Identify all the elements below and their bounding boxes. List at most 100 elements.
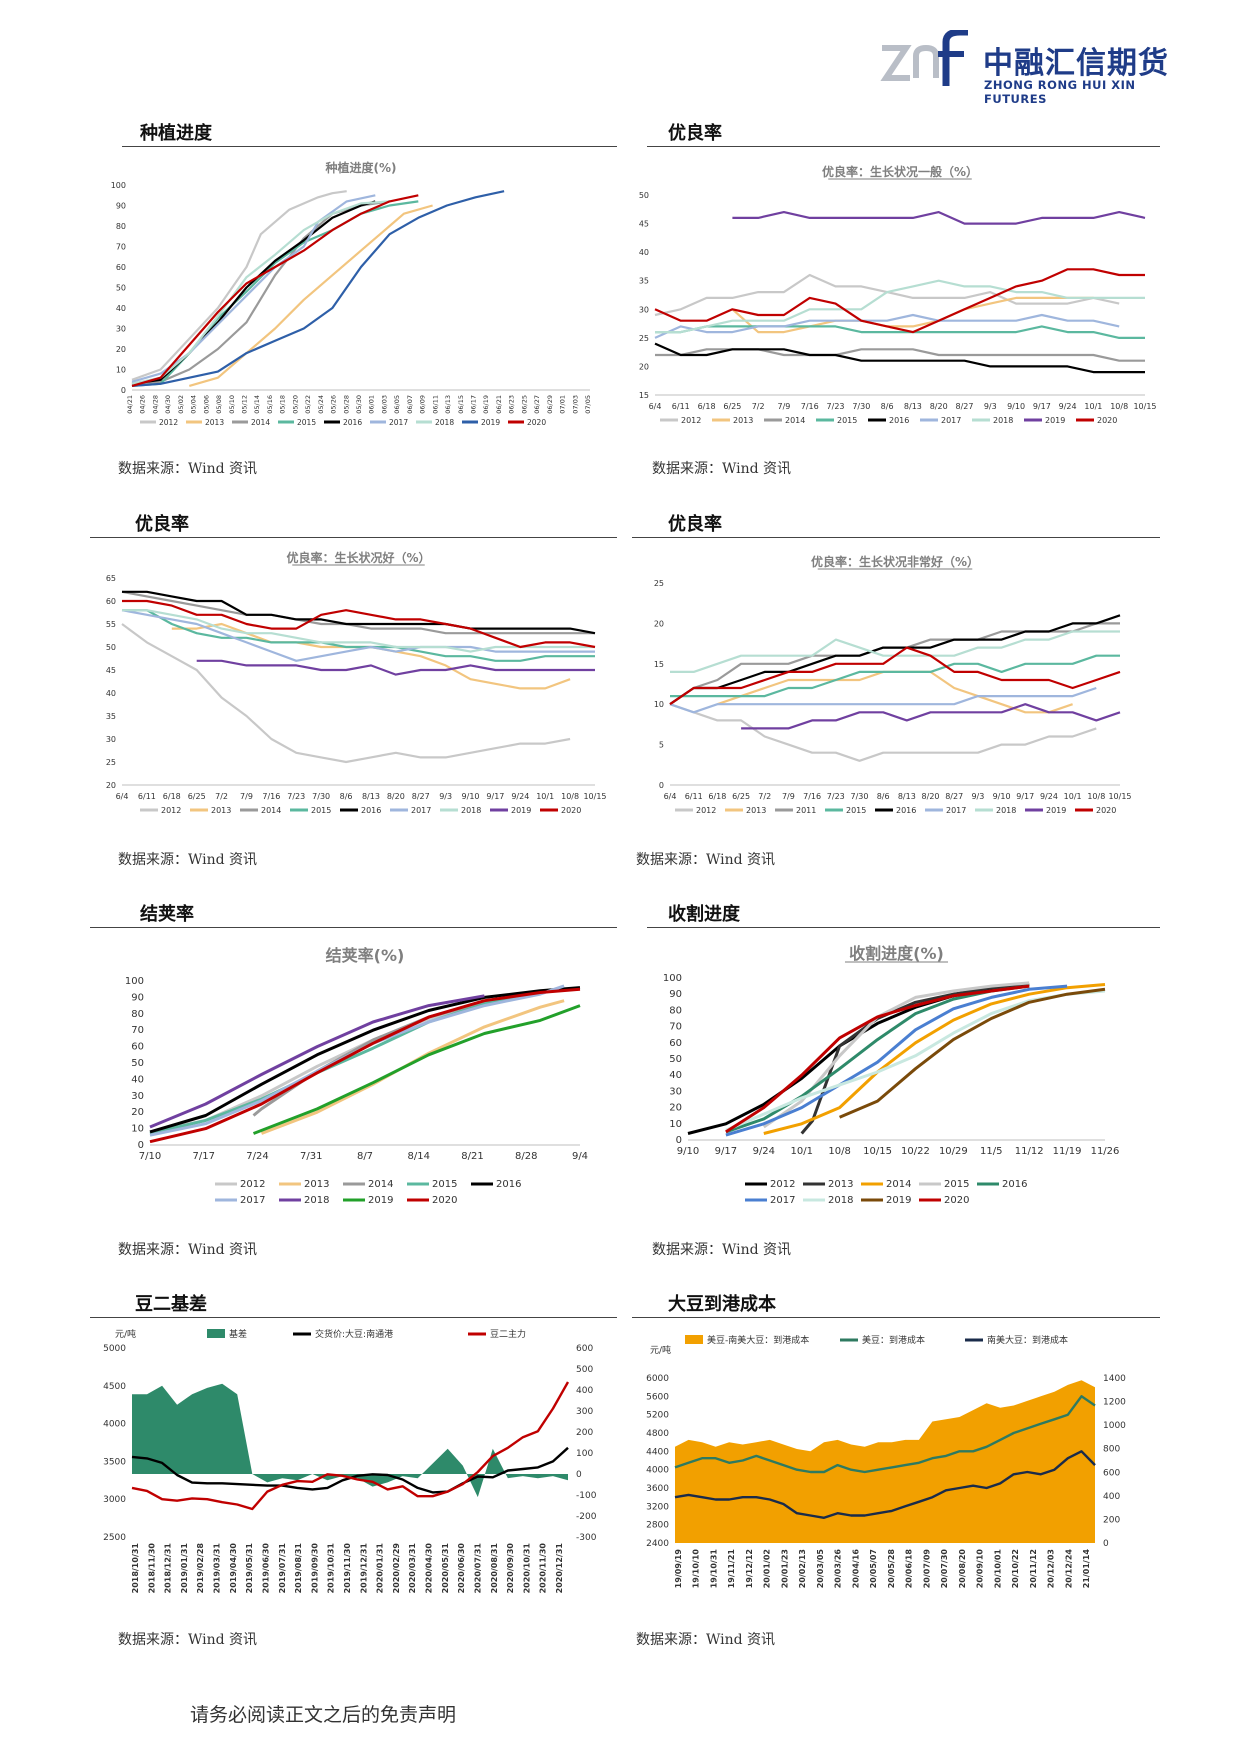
heading-good-rate-2: 优良率	[135, 514, 189, 535]
x-tick-label: 9/3	[984, 402, 997, 411]
legend-label: 2018	[996, 806, 1016, 815]
y-tick-label: 50	[669, 1054, 682, 1065]
legend-label: 2016	[1002, 1179, 1027, 1190]
series-line-2017	[669, 686, 1097, 714]
y-tick-label: 10	[131, 1124, 144, 1135]
x-tick-label: 9/10	[1007, 402, 1025, 411]
x-tick-label: 05/18	[279, 395, 287, 414]
heading-pod-setting: 结荚率	[140, 904, 194, 925]
x-tick-label: 04/21	[126, 395, 134, 414]
right-tick-label: 500	[576, 1365, 593, 1375]
legend-label: 2014	[261, 806, 281, 815]
legend-label: 2017	[770, 1195, 795, 1206]
series-line-2018	[655, 279, 1145, 334]
left-tick-label: 5200	[646, 1411, 669, 1421]
x-tick-label: 8/20	[387, 792, 405, 801]
y-tick-label: 30	[116, 325, 126, 334]
legend-label: 2013	[733, 416, 753, 425]
x-tick-label: 7/31	[300, 1151, 322, 1162]
legend-label: 2016	[496, 1179, 521, 1190]
source-note: 数据来源：Wind 资讯	[118, 461, 258, 477]
right-tick-label: 600	[576, 1344, 593, 1354]
y-tick-label: 40	[116, 304, 126, 313]
left-tick-label: 2500	[103, 1533, 126, 1543]
x-tick-label: 7/9	[240, 792, 253, 801]
legend-label: 2015	[297, 418, 316, 427]
left-tick-label: 2400	[646, 1539, 669, 1549]
x-tick-label: 8/14	[408, 1151, 430, 1162]
x-tick-label: 2020/04/30	[425, 1543, 434, 1594]
source-note: 数据来源：Wind 资讯	[636, 1632, 776, 1648]
x-tick-label: 19/10/10	[692, 1549, 701, 1589]
x-tick-label: 10/15	[583, 792, 606, 801]
x-tick-label: 9/17	[715, 1146, 737, 1157]
x-tick-label: 2020/09/30	[506, 1543, 515, 1594]
legend-label: 2019	[368, 1195, 393, 1206]
heading-import-cost: 大豆到港成本	[668, 1294, 776, 1315]
x-tick-label: 2019/07/31	[278, 1543, 287, 1594]
y-tick-label: 50	[131, 1058, 144, 1069]
x-tick-label: 11/12	[1015, 1146, 1044, 1157]
x-tick-label: 19/09/19	[674, 1549, 683, 1589]
series-line-2017	[121, 609, 595, 662]
left-tick-label: 6000	[646, 1374, 669, 1384]
x-tick-label: 05/08	[215, 395, 223, 414]
legend-label: 2013	[211, 806, 231, 815]
legend-swatch-area	[207, 1329, 225, 1338]
chart-good-rate-fair: 优良率：生长状况一般（%） 15 20 25 30 35 40 45 50 6/4 6/11 6/18…	[639, 164, 1157, 425]
y-tick-label: 10	[116, 366, 126, 375]
x-tick-label: 8/21	[461, 1151, 483, 1162]
x-tick-label: 21/01/14	[1082, 1549, 1091, 1589]
x-tick-label: 2019/11/30	[343, 1543, 352, 1594]
series-line-2014	[763, 983, 1106, 1135]
x-tick-label: 06/15	[457, 395, 465, 414]
y-axis-unit: 元/吨	[650, 1344, 671, 1356]
y-tick-label: 100	[663, 973, 682, 984]
series-line-2016	[654, 342, 1145, 374]
series-line-2013	[731, 296, 1094, 334]
y-tick-label: 70	[116, 243, 126, 252]
x-tick-label: 2020/11/30	[539, 1543, 548, 1594]
x-tick-label: 20/05/07	[869, 1549, 878, 1588]
legend-label: 2015	[944, 1179, 969, 1190]
y-tick-label: 30	[106, 735, 116, 744]
x-tick-label: 7/9	[782, 792, 795, 801]
y-tick-label: 0	[659, 781, 664, 790]
x-tick-label: 6/11	[672, 402, 690, 411]
x-tick-label: 7/16	[801, 402, 819, 411]
x-tick-label: 7/16	[262, 792, 280, 801]
y-tick-label: 60	[669, 1038, 682, 1049]
x-tick-label: 10/22	[901, 1146, 930, 1157]
heading-harvest-progress: 收割进度	[668, 904, 740, 925]
series-line-2016	[669, 614, 1121, 706]
y-tick-label: 25	[654, 579, 664, 588]
legend-label: 2019	[1045, 416, 1065, 425]
y-tick-label: 15	[654, 660, 664, 669]
y-tick-label: 35	[106, 712, 116, 721]
x-tick-label: 8/27	[412, 792, 430, 801]
x-tick-label: 2020/12/31	[555, 1543, 564, 1594]
x-tick-label: 2019/06/30	[261, 1543, 270, 1594]
series-line-2014	[131, 200, 390, 385]
series-line-2019	[131, 190, 505, 387]
x-tick-label: 20/03/26	[834, 1549, 843, 1589]
legend-label: 2020	[944, 1195, 969, 1206]
legend-label: 2013	[746, 806, 766, 815]
y-tick-label: 25	[639, 334, 649, 343]
x-tick-label: 05/22	[304, 395, 312, 414]
legend-label: 2012	[159, 418, 178, 427]
y-tick-label: 65	[106, 574, 116, 583]
series-line-2016	[122, 590, 596, 635]
series-line	[131, 1381, 570, 1511]
y-tick-label: 70	[669, 1022, 682, 1033]
legend-label: 2017	[240, 1195, 265, 1206]
x-tick-label: 20/01/23	[780, 1549, 789, 1588]
y-tick-label: 55	[106, 620, 116, 629]
y-tick-label: 60	[116, 263, 126, 272]
series-line-2020	[149, 987, 581, 1144]
right-tick-label: 400	[576, 1386, 593, 1396]
x-tick-label: 19/10/31	[709, 1549, 718, 1589]
y-tick-label: 30	[669, 1086, 682, 1097]
x-tick-label: 05/30	[355, 395, 363, 414]
legend-label: 2019	[886, 1195, 911, 1206]
